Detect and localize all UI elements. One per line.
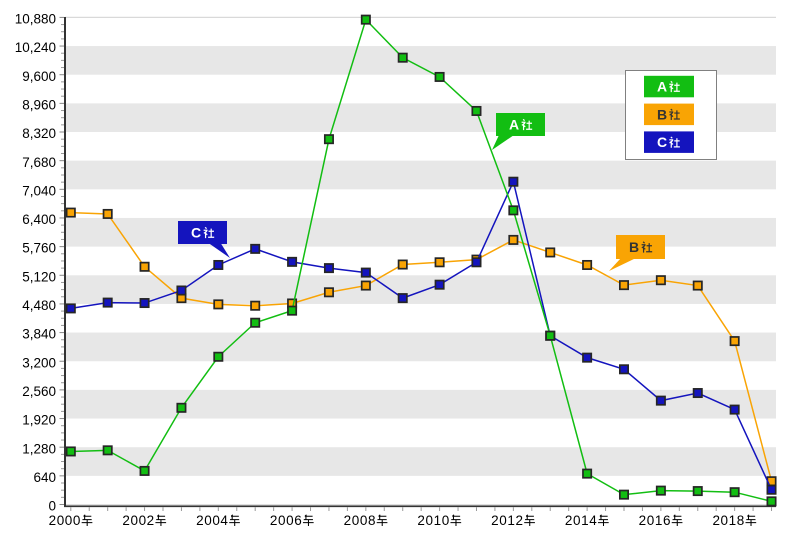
svg-text:1,280: 1,280 — [22, 441, 56, 456]
svg-text:B: B — [657, 106, 667, 122]
svg-text:2010: 2010 — [417, 513, 449, 528]
svg-text:B: B — [629, 239, 639, 255]
svg-text:2000: 2000 — [49, 513, 81, 528]
svg-text:640: 640 — [33, 470, 56, 485]
svg-text:2,560: 2,560 — [22, 384, 56, 399]
svg-text:4,480: 4,480 — [22, 298, 56, 313]
svg-text:8,960: 8,960 — [22, 97, 56, 112]
svg-text:5,120: 5,120 — [22, 269, 56, 284]
svg-text:2002: 2002 — [122, 513, 154, 528]
svg-text:C: C — [191, 225, 201, 241]
svg-text:10,240: 10,240 — [15, 40, 56, 55]
svg-text:2014: 2014 — [565, 513, 597, 528]
svg-text:3,840: 3,840 — [22, 327, 56, 342]
svg-text:9,600: 9,600 — [22, 69, 56, 84]
svg-text:2012: 2012 — [491, 513, 523, 528]
svg-text:7,680: 7,680 — [22, 155, 56, 170]
svg-text:6,400: 6,400 — [22, 212, 56, 227]
svg-text:1,920: 1,920 — [22, 413, 56, 428]
svg-text:5,760: 5,760 — [22, 241, 56, 256]
svg-text:2008: 2008 — [344, 513, 376, 528]
svg-text:0: 0 — [48, 499, 56, 514]
svg-text:A: A — [509, 117, 519, 133]
svg-text:3,200: 3,200 — [22, 355, 56, 370]
svg-text:2004: 2004 — [196, 513, 228, 528]
svg-text:10,880: 10,880 — [15, 12, 56, 27]
svg-text:C: C — [657, 134, 667, 150]
svg-text:A: A — [657, 79, 667, 95]
svg-text:8,320: 8,320 — [22, 126, 56, 141]
svg-text:7,040: 7,040 — [22, 183, 56, 198]
svg-text:2006: 2006 — [270, 513, 302, 528]
svg-text:2016: 2016 — [639, 513, 671, 528]
svg-text:2018: 2018 — [712, 513, 744, 528]
